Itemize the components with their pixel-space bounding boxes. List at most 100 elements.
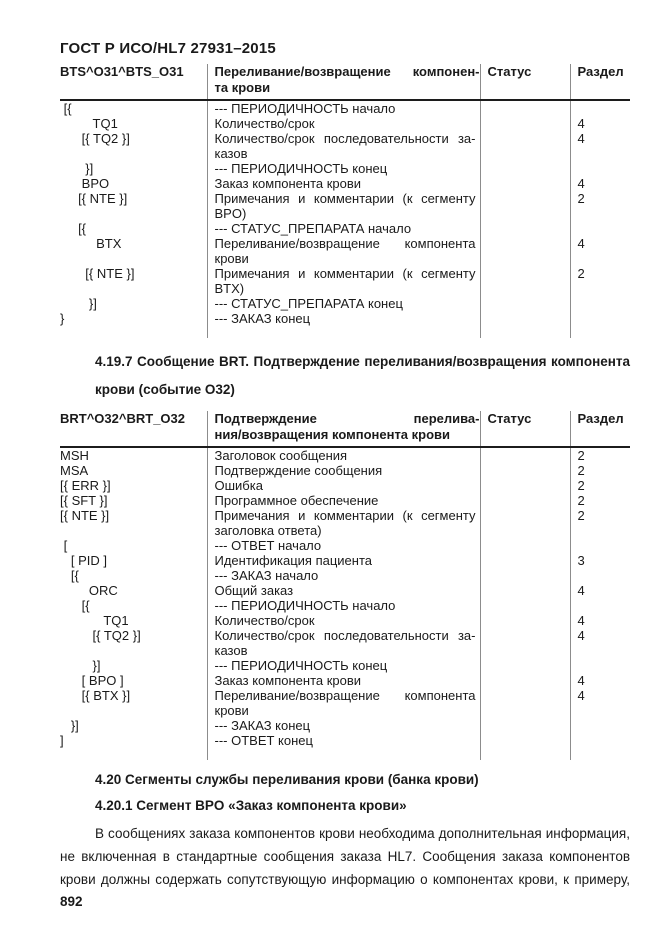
table-row: [--- ОТВЕТ начало: [60, 538, 630, 553]
paragraph-line: не включенная в стандартные сообщения за…: [60, 849, 630, 864]
section-cell: [569, 658, 630, 673]
paragraph-line: крови должны содержать сопутствующую инф…: [60, 872, 630, 887]
status-cell: [479, 613, 570, 628]
segment-code-cell: [{ NTE }]: [60, 191, 128, 206]
status-cell: [479, 221, 570, 236]
section-cell: 4: [569, 236, 630, 266]
table-row: } --- ЗАКАЗ конец: [60, 311, 630, 326]
table-row: [{ ERR }] Ошибка 2: [60, 478, 630, 493]
table-row: BPO Заказ компонента крови 4: [60, 176, 630, 191]
section-cell: 2: [569, 191, 630, 221]
empty-cell: [60, 326, 207, 338]
table-row: [{ --- ПЕРИОДИЧНОСТЬ начало: [60, 100, 630, 116]
segment-code-cell: [{: [60, 101, 72, 116]
table-row: [{ NTE }] Примечания и комментарии (к сег…: [60, 266, 630, 296]
section-cell: 2: [569, 266, 630, 296]
status-cell: [479, 718, 570, 733]
section-cell: 4: [569, 176, 630, 191]
description-cell: --- ЗАКАЗ начало: [206, 568, 480, 583]
section-cell: 4: [569, 116, 630, 131]
description-cell: Общий заказ: [206, 583, 480, 598]
status-cell: [479, 568, 570, 583]
section-cell: 2: [569, 478, 630, 493]
segment-code-cell: [{: [60, 221, 87, 236]
status-cell: [479, 628, 570, 658]
table-row: [{--- ПЕРИОДИЧНОСТЬ начало: [60, 598, 630, 613]
status-cell: [479, 100, 570, 116]
description-cell: --- ОТВЕТ конец: [206, 733, 480, 748]
empty-cell: [479, 748, 570, 760]
table-row: BTX Переливание/возвращение компонента кро…: [60, 236, 630, 266]
description-cell: Ошибка: [206, 478, 480, 493]
table-row: MSH Заголовок сообщения 2: [60, 447, 630, 463]
table-row: ] --- ОТВЕТ конец: [60, 733, 630, 748]
section-cell: 2: [569, 463, 630, 478]
table-row: [{ NTE }] Примечания и комментарии (к сег…: [60, 508, 630, 538]
description-cell: --- ПЕРИОДИЧНОСТЬ начало: [206, 100, 480, 116]
table-row: [{ SFT }] Программное обеспечение 2: [60, 493, 630, 508]
section-cell: 2: [569, 493, 630, 508]
description-cell: --- СТАТУС_ПРЕПАРАТА конец: [206, 296, 480, 311]
status-cell: [479, 508, 570, 538]
description-cell: Подтверждение сообщения: [206, 463, 480, 478]
description-cell: Заказ компонента крови: [206, 673, 480, 688]
empty-cell: [569, 326, 630, 338]
status-cell: [479, 553, 570, 568]
segment-code-cell: [{ BTX }]: [60, 688, 131, 703]
status-cell: [479, 673, 570, 688]
table-row: MSA Подтверждение сообщения 2: [60, 463, 630, 478]
description-cell: Примечания и комментарии (к сегменту BPO): [206, 191, 480, 221]
table-row: TQ1 Количество/срок 4: [60, 613, 630, 628]
status-cell: [479, 598, 570, 613]
description-cell: Программное обеспечение: [206, 493, 480, 508]
section-cell: [569, 221, 630, 236]
heading-4-20: 4.20 Сегменты службы переливания крови (…: [95, 772, 479, 787]
table-body: [{--- ПЕРИОДИЧНОСТЬ начало TQ1 Количество…: [60, 100, 630, 338]
section-cell: 4: [569, 628, 630, 658]
segment-code-cell: [: [60, 538, 68, 553]
status-cell: [479, 463, 570, 478]
segment-code-cell: TQ1: [60, 613, 129, 628]
empty-cell: [206, 326, 480, 338]
status-cell: [479, 493, 570, 508]
table-row: [{ NTE }] Примечания и комментарии (к сег…: [60, 191, 630, 221]
description-cell: --- ПЕРИОДИЧНОСТЬ конец: [206, 658, 480, 673]
table-row: [{ TQ2 }] Количество/срок последовательно…: [60, 131, 630, 161]
status-cell: [479, 733, 570, 748]
section-cell: [569, 311, 630, 326]
description-cell: Количество/срок последовательности за-ка…: [206, 131, 480, 161]
body-paragraph: В сообщениях заказа компонентов крови не…: [60, 822, 630, 891]
heading-4-19-7-line2: крови (событие О32): [95, 382, 235, 397]
table-trailing-row: [60, 326, 630, 338]
description-cell: Количество/срок: [206, 116, 480, 131]
heading-4-19-7-line1: 4.19.7 Сообщение BRT. Подтверждение пере…: [95, 354, 630, 369]
segment-code-cell: ORC: [60, 583, 118, 598]
table-row: }] --- ПЕРИОДИЧНОСТЬ конец: [60, 658, 630, 673]
description-cell: Заказ компонента крови: [206, 176, 480, 191]
status-cell: [479, 116, 570, 131]
table-row: }] --- ЗАКАЗ конец: [60, 718, 630, 733]
table-row: ORC Общий заказ 4: [60, 583, 630, 598]
description-cell: --- ЗАКАЗ конец: [206, 311, 480, 326]
page-number: 892: [60, 894, 83, 909]
segment-code-cell: [{ NTE }]: [60, 266, 135, 281]
segment-code-cell: }]: [60, 161, 94, 176]
section-cell: 4: [569, 613, 630, 628]
table-trailing-row: [60, 748, 630, 760]
section-cell: 4: [569, 673, 630, 688]
column-header-description: Переливание/возвращение компонен-та кров…: [206, 64, 480, 100]
table-row: [{ --- ЗАКАЗ начало: [60, 568, 630, 583]
section-cell: [569, 718, 630, 733]
column-header-description: Подтверждение перелива-ния/возвращения к…: [206, 411, 480, 447]
segment-code-cell: [{ TQ2 }]: [60, 131, 130, 146]
column-header-status: Статус: [479, 411, 570, 447]
column-header-message-code: BRT^O32^BRT_O32: [60, 411, 185, 426]
table-row: [ BPO ] Заказ компонента крови 4: [60, 673, 630, 688]
empty-cell: [206, 748, 480, 760]
paragraph-line: В сообщениях заказа компонентов крови не…: [95, 826, 630, 841]
description-cell: --- СТАТУС_ПРЕПАРАТА начало: [206, 221, 480, 236]
table-row: [{ TQ2 }] Количество/срок последовательно…: [60, 628, 630, 658]
segment-code-cell: [{ TQ2 }]: [60, 628, 141, 643]
segment-code-cell: [{: [60, 568, 79, 583]
